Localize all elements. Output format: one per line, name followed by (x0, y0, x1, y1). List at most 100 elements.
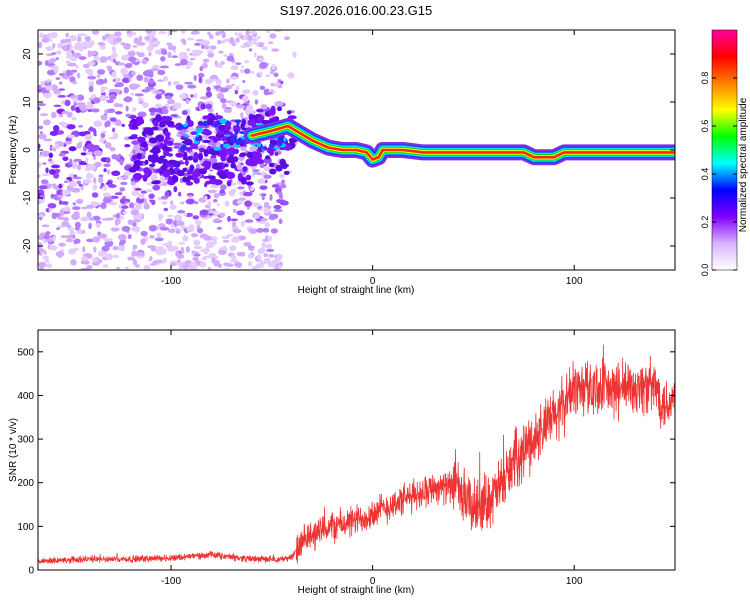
spectrogram-blob (45, 238, 54, 242)
spectrogram-blob (180, 201, 185, 205)
spectrogram-blob (58, 73, 66, 76)
spectrogram-blob (51, 164, 61, 169)
spectrogram-blob (60, 201, 69, 205)
spectrogram-blob (165, 218, 173, 225)
colorbar-ticks: 0.0 0.2 0.4 0.6 0.8 (700, 72, 737, 276)
spectrogram-blob (265, 74, 271, 78)
spectrogram-blob (142, 101, 149, 108)
snr-ylabel: SNR (10 * v/v) (8, 418, 19, 482)
spectrogram-blob (193, 201, 199, 205)
spectrogram-blob (220, 98, 227, 104)
spectrogram-blob (104, 121, 109, 128)
spectrogram-blob (158, 218, 162, 221)
spectrogram-blob (130, 209, 140, 216)
spectrogram-blob (110, 227, 120, 232)
spectrogram-blob (122, 73, 131, 78)
spectrogram-blob (253, 52, 257, 58)
spectrogram-blob (233, 125, 241, 133)
spectrogram-blob (232, 257, 237, 261)
spectrogram-blob (168, 228, 174, 233)
spectrogram-blob (80, 152, 87, 156)
spectrogram-blob (205, 91, 213, 98)
spectrogram-blob (61, 110, 70, 115)
spectrogram-blob (219, 212, 226, 217)
spectrogram-blob (39, 215, 43, 221)
spectrogram-blob (56, 194, 64, 199)
spectrogram-blob (273, 204, 282, 210)
snr-background (38, 330, 675, 570)
spectrogram-blob (115, 82, 124, 88)
spectrogram-blob (173, 145, 181, 149)
spectrogram-blob (75, 198, 84, 204)
spectrogram-blob (126, 30, 132, 34)
spectrogram-blob (240, 65, 245, 69)
spectrogram-blob (183, 151, 188, 160)
spectrogram-blob (38, 106, 41, 111)
spectrogram-blob (118, 233, 127, 241)
spectrogram-blob (56, 216, 65, 220)
spectrogram-blob (136, 255, 145, 259)
spectrogram-blob (77, 164, 82, 171)
spectrogram-blob (259, 71, 263, 76)
spectrogram-blob (148, 163, 156, 167)
spectrogram-blob (61, 221, 70, 227)
spectrogram-blob (204, 195, 208, 201)
spectrogram-blob (45, 167, 49, 174)
spectrogram-blob (267, 41, 274, 45)
spectrogram-blob (151, 126, 159, 131)
spectrogram-blob (74, 221, 81, 229)
spectrogram-blob (84, 133, 93, 141)
spectrogram-blob (91, 215, 101, 221)
spectrogram-blob (141, 130, 147, 137)
spectrogram-blob (232, 229, 242, 234)
spectrogram-blob (142, 174, 148, 182)
spectrogram-blob (121, 77, 131, 84)
spectrogram-blob (261, 242, 267, 249)
spectrogram-blob (148, 107, 158, 113)
spectrogram-blob (145, 30, 153, 35)
spectrogram-blob (194, 92, 198, 99)
spectrogram-blob (185, 66, 191, 70)
spectrogram-blob (205, 103, 213, 110)
spectrogram-blob (185, 198, 195, 205)
spectrogram-blob (138, 116, 144, 124)
y-tick-label: 20 (22, 48, 33, 60)
spectrogram-blob (163, 149, 169, 157)
spectrogram-blob (251, 174, 255, 177)
spectrogram-blob (240, 122, 245, 130)
spectrogram-blob (237, 186, 245, 190)
spectrogram-blob (208, 78, 218, 82)
spectrogram-blob (175, 220, 185, 226)
spectrogram-blob (221, 235, 230, 240)
spectrogram-blob (48, 152, 54, 159)
spectrogram-blob (256, 227, 265, 233)
spectrogram-blob (127, 219, 134, 226)
spectrogram-blob (43, 183, 53, 187)
spectrogram-blob (189, 57, 196, 61)
spectrogram-blob (195, 221, 202, 226)
spectrogram-blob (287, 110, 292, 115)
spectrogram-blob (277, 264, 282, 270)
spectrogram-blob (249, 187, 254, 192)
spectrogram-blob (81, 229, 86, 234)
spectrogram-blob (107, 169, 111, 175)
spectrogram-blob (223, 108, 232, 113)
spectrogram-blob (210, 184, 220, 189)
spectrogram-blob (92, 177, 97, 184)
spectrogram-blob (167, 141, 173, 146)
spectrogram-blob (135, 149, 144, 154)
spectrogram-blob (236, 262, 242, 268)
snr-frame (37, 329, 676, 571)
spectrogram-blob (274, 100, 284, 108)
spectrogram-blob (78, 125, 83, 128)
colorbar-label: Normalized spectral amplitude (738, 97, 749, 232)
spectrogram-blob (242, 89, 251, 95)
spectrogram-blob (244, 110, 254, 115)
spectrogram-blob (103, 184, 108, 191)
spectrogram-blob (123, 175, 129, 180)
spectrogram-blob (148, 224, 158, 232)
spectrogram-blob (195, 132, 200, 138)
spectrogram-blob (103, 168, 107, 173)
spectrogram-blob (236, 104, 246, 109)
colorbar: 0.0 0.2 0.4 0.6 0.8 Normalized spectral ampl… (700, 29, 749, 276)
